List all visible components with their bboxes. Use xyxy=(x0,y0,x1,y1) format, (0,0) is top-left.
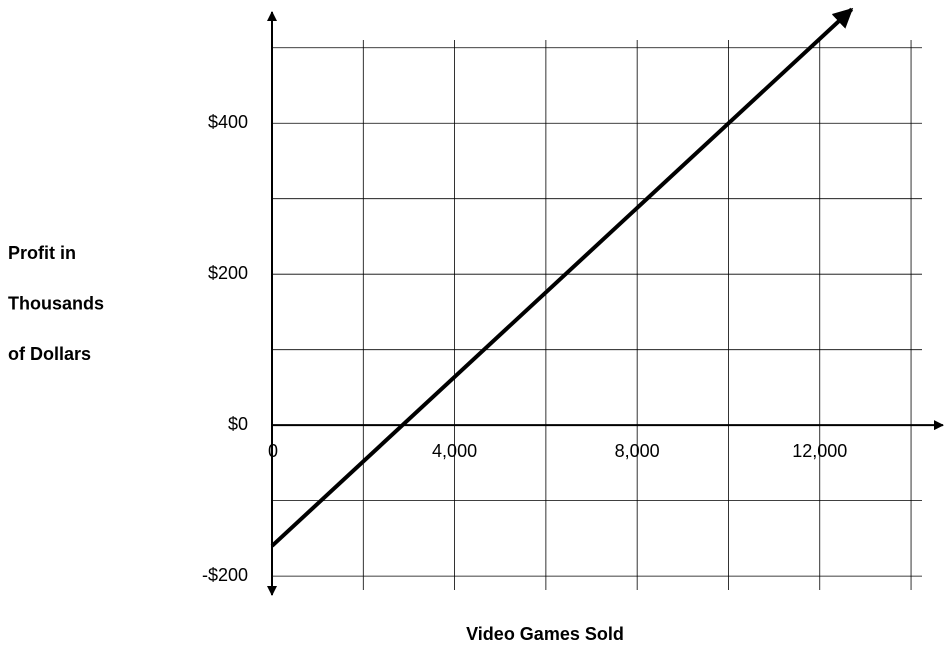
y-axis-label: Thousands xyxy=(8,293,104,313)
x-tick-label: 4,000 xyxy=(432,441,477,461)
x-tick-label: 0 xyxy=(268,441,278,461)
x-tick-label: 12,000 xyxy=(792,441,847,461)
y-axis-label: Profit in xyxy=(8,243,76,263)
y-tick-label: $400 xyxy=(208,112,248,132)
x-tick-label: 8,000 xyxy=(615,441,660,461)
line xyxy=(270,7,854,548)
y-axis-label: of Dollars xyxy=(8,344,91,364)
x-axis-label: Video Games Sold xyxy=(466,624,624,644)
y-tick-label: -$200 xyxy=(202,565,248,585)
y-tick-label: $200 xyxy=(208,263,248,283)
y-tick-label: $0 xyxy=(228,414,248,434)
